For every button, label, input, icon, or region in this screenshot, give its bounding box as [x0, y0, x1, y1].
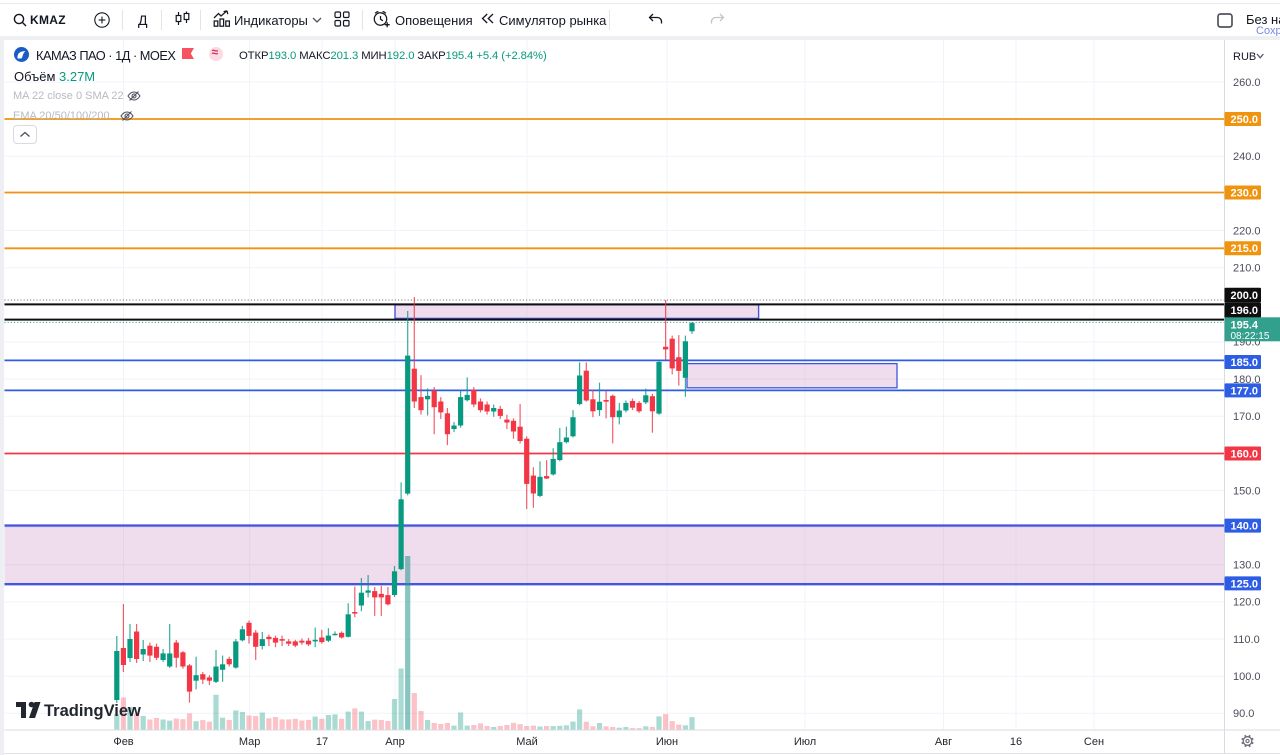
svg-text:240.0: 240.0 — [1233, 151, 1261, 163]
svg-text:170.0: 170.0 — [1233, 411, 1261, 423]
svg-text:250.0: 250.0 — [1231, 114, 1259, 126]
svg-text:Май: Май — [516, 736, 538, 748]
svg-text:Июл: Июл — [794, 736, 816, 748]
svg-text:RUB: RUB — [1233, 51, 1256, 63]
svg-text:16: 16 — [1010, 736, 1022, 748]
svg-text:210.0: 210.0 — [1233, 263, 1261, 275]
svg-text:150.0: 150.0 — [1233, 485, 1261, 497]
svg-text:160.0: 160.0 — [1231, 448, 1259, 460]
svg-text:Апр: Апр — [385, 736, 404, 748]
svg-text:110.0: 110.0 — [1233, 634, 1260, 646]
svg-text:Сен: Сен — [1084, 736, 1104, 748]
svg-text:180.0: 180.0 — [1233, 374, 1261, 386]
svg-text:Фев: Фев — [113, 736, 133, 748]
svg-text:140.0: 140.0 — [1231, 521, 1259, 533]
svg-text:120.0: 120.0 — [1233, 597, 1261, 609]
svg-text:08:22:15: 08:22:15 — [1231, 331, 1270, 342]
svg-text:TradingView: TradingView — [44, 702, 141, 720]
svg-text:230.0: 230.0 — [1231, 187, 1259, 199]
svg-text:177.0: 177.0 — [1231, 385, 1259, 397]
svg-text:90.0: 90.0 — [1233, 708, 1254, 720]
svg-text:130.0: 130.0 — [1233, 560, 1261, 572]
svg-text:215.0: 215.0 — [1231, 243, 1259, 255]
svg-text:260.0: 260.0 — [1233, 77, 1261, 89]
svg-text:125.0: 125.0 — [1231, 578, 1259, 590]
svg-text:Июн: Июн — [656, 736, 678, 748]
svg-text:195.4: 195.4 — [1231, 319, 1259, 331]
svg-text:200.0: 200.0 — [1231, 290, 1259, 302]
svg-text:Авг: Авг — [935, 736, 952, 748]
svg-text:100.0: 100.0 — [1233, 671, 1261, 683]
svg-text:Мар: Мар — [239, 736, 261, 748]
svg-text:196.0: 196.0 — [1231, 305, 1259, 317]
svg-text:220.0: 220.0 — [1233, 225, 1261, 237]
svg-text:17: 17 — [316, 736, 328, 748]
svg-text:185.0: 185.0 — [1231, 357, 1259, 369]
